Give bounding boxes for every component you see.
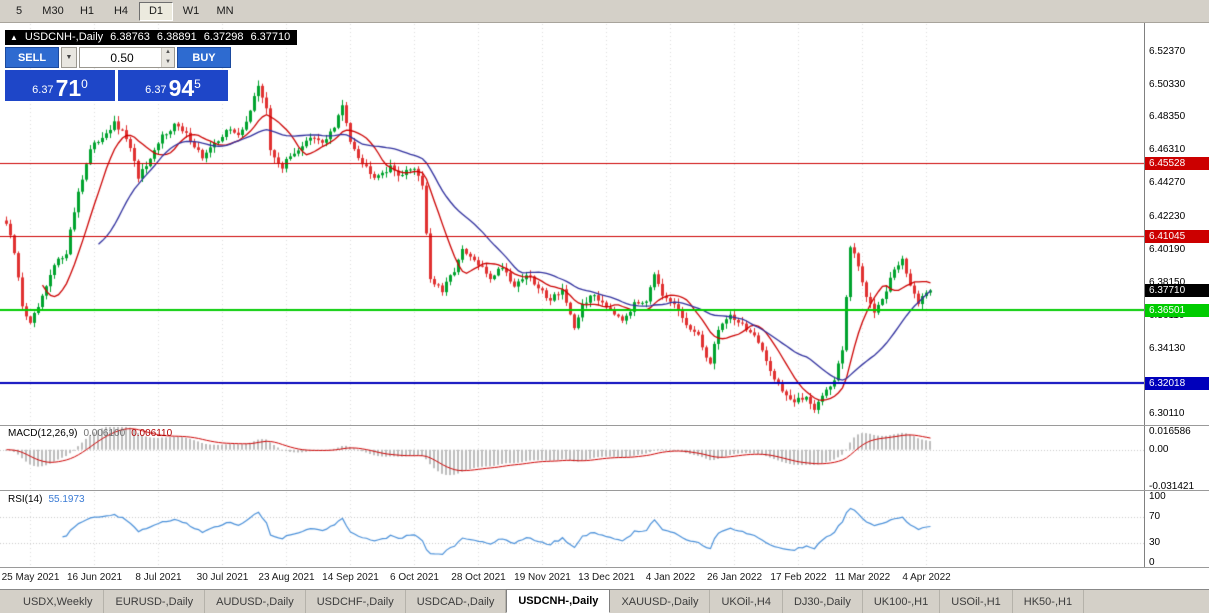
- price-level-tag: 6.41045: [1145, 229, 1209, 243]
- date-label: 13 Dec 2021: [578, 572, 635, 583]
- chevron-down-icon: ▼: [65, 54, 73, 61]
- volume-spinner: ▲ ▼: [161, 48, 174, 67]
- chart-symbol-title: USDCNH-,Daily: [24, 31, 104, 43]
- ask-price-big: 94: [168, 75, 195, 101]
- price-tick: 6.44270: [1149, 177, 1186, 189]
- timeframe-button-W1[interactable]: W1: [182, 5, 200, 17]
- volume-input[interactable]: [80, 48, 174, 67]
- volume-decrease-button[interactable]: ▼: [162, 57, 174, 67]
- sell-button[interactable]: SELL: [5, 47, 59, 68]
- ohlc-open: 6.38763: [110, 31, 150, 43]
- rsi-value: 55.1973: [48, 494, 85, 505]
- current-price-tag: 6.37710: [1145, 283, 1209, 297]
- collapse-icon[interactable]: ▲: [10, 32, 18, 42]
- macd-name: MACD(12,26,9): [8, 428, 78, 439]
- date-label: 30 Jul 2021: [196, 572, 249, 583]
- rsi-dateaxis-splitter: [0, 567, 1209, 568]
- chart-tab-HK50-H1[interactable]: HK50-,H1: [1013, 590, 1085, 613]
- timeframe-toolbar: 5 M30 H1 H4 D1 W1 MN: [0, 0, 1209, 23]
- price-tick: 6.34130: [1149, 342, 1186, 354]
- date-label: 26 Jan 2022: [706, 572, 763, 583]
- price-level-tag: 6.36501: [1145, 303, 1209, 317]
- price-tick: 6.40190: [1149, 243, 1186, 255]
- price-tick: 6.48350: [1149, 111, 1186, 123]
- chart-tab-USDCHF-Daily[interactable]: USDCHF-,Daily: [306, 590, 406, 613]
- ohlc-low: 6.37298: [203, 31, 244, 43]
- macd-signal-value: 0.006110: [131, 428, 173, 439]
- ask-price-sup: 5: [194, 77, 201, 91]
- rsi-axis-tick: 30: [1149, 537, 1161, 548]
- date-label: 28 Oct 2021: [451, 572, 506, 583]
- rsi-indicator-label: RSI(14) 55.1973: [8, 494, 85, 505]
- bid-price-prefix: 6.37: [32, 84, 54, 96]
- price-tick: 6.50330: [1149, 78, 1186, 90]
- chart-tab-USDCAD-Daily[interactable]: USDCAD-,Daily: [406, 590, 507, 613]
- date-label: 19 Nov 2021: [514, 572, 571, 583]
- rsi-axis-tick: 0: [1149, 557, 1155, 568]
- macd-indicator-label: MACD(12,26,9) 0.006100 0.006110: [8, 428, 172, 439]
- one-click-trading-panel: SELL ▼ ▲ ▼ BUY 6.37 71 0 6.37 94 5: [5, 47, 231, 101]
- main-macd-splitter[interactable]: [0, 425, 1209, 426]
- date-label: 4 Apr 2022: [902, 572, 951, 583]
- price-tick: 6.38150: [1149, 277, 1186, 289]
- chart-tab-bar: USDX,Weekly EURUSD-,Daily AUDUSD-,Daily USD…: [0, 589, 1209, 613]
- date-label: 25 May 2021: [1, 572, 60, 583]
- price-axis: 6.52370 6.50330 6.48350 6.46310 6.44270 6.422…: [1144, 22, 1209, 568]
- price-tick: 6.46310: [1149, 144, 1186, 156]
- date-label: 23 Aug 2021: [258, 572, 315, 583]
- chart-tab-USDX-Weekly[interactable]: USDX,Weekly: [12, 590, 105, 613]
- bid-price-sup: 0: [81, 77, 88, 91]
- chart-tab-DJ30-Daily[interactable]: DJ30-,Daily: [783, 590, 863, 613]
- bid-quote-box[interactable]: 6.37 71 0: [5, 70, 115, 101]
- ohlc-high: 6.38891: [156, 31, 197, 43]
- buy-button[interactable]: BUY: [177, 47, 231, 68]
- macd-rsi-splitter[interactable]: [0, 490, 1209, 491]
- date-axis: 25 May 2021 16 Jun 2021 8 Jul 2021 30 Jul 2…: [0, 568, 1209, 590]
- macd-main-value: 0.006100: [83, 428, 126, 439]
- timeframe-button-M30[interactable]: M30: [42, 5, 64, 17]
- ask-price-prefix: 6.37: [145, 84, 167, 96]
- date-label: 14 Sep 2021: [322, 572, 379, 583]
- ohlc-close: 6.37710: [250, 31, 291, 43]
- bid-price-big: 71: [55, 75, 82, 101]
- price-tick: 6.30110: [1149, 408, 1185, 420]
- price-level-tag: 6.32018: [1145, 376, 1209, 390]
- timeframe-button-H4[interactable]: H4: [113, 5, 129, 17]
- date-label: 6 Oct 2021: [390, 572, 439, 583]
- date-label: 4 Jan 2022: [645, 572, 696, 583]
- date-label: 11 Mar 2022: [834, 572, 891, 583]
- macd-axis-tick: 0.00: [1149, 444, 1169, 455]
- chart-tab-UK100-H1[interactable]: UK100-,H1: [863, 590, 941, 613]
- macd-axis-tick: -0.031421: [1149, 481, 1195, 492]
- macd-axis-tick: 0.016586: [1149, 426, 1191, 437]
- rsi-name: RSI(14): [8, 494, 43, 505]
- date-label: 16 Jun 2021: [66, 572, 123, 583]
- rsi-axis-tick: 100: [1149, 491, 1166, 502]
- price-tick: 6.42230: [1149, 210, 1186, 222]
- chart-tab-USOil-H1[interactable]: USOil-,H1: [940, 590, 1013, 613]
- ask-quote-box[interactable]: 6.37 94 5: [118, 70, 228, 101]
- volume-increase-button[interactable]: ▲: [162, 48, 174, 58]
- price-tick: 6.52370: [1149, 45, 1186, 57]
- chart-tab-AUDUSD-Daily[interactable]: AUDUSD-,Daily: [205, 590, 306, 613]
- rsi-axis-tick: 70: [1149, 511, 1161, 522]
- chart-tab-USDCNH-Daily[interactable]: USDCNH-,Daily: [506, 589, 611, 613]
- date-label: 8 Jul 2021: [135, 572, 182, 583]
- date-label: 17 Feb 2022: [770, 572, 827, 583]
- price-level-tag: 6.45528: [1145, 156, 1209, 170]
- volume-field-wrap: ▲ ▼: [79, 47, 175, 68]
- timeframe-button-5[interactable]: 5: [15, 5, 23, 17]
- chart-tab-UKOil-H4[interactable]: UKOil-,H4: [710, 590, 783, 613]
- timeframe-button-H1[interactable]: H1: [79, 5, 95, 17]
- volume-dropdown-button[interactable]: ▼: [61, 47, 77, 68]
- timeframe-button-MN[interactable]: MN: [216, 5, 234, 17]
- chart-title-bar: ▲ USDCNH-,Daily 6.38763 6.38891 6.37298 …: [5, 30, 298, 45]
- chart-tab-EURUSD-Daily[interactable]: EURUSD-,Daily: [104, 590, 206, 613]
- chart-tab-XAUUSD-Daily[interactable]: XAUUSD-,Daily: [610, 590, 711, 613]
- timeframe-button-D1[interactable]: D1: [139, 1, 173, 21]
